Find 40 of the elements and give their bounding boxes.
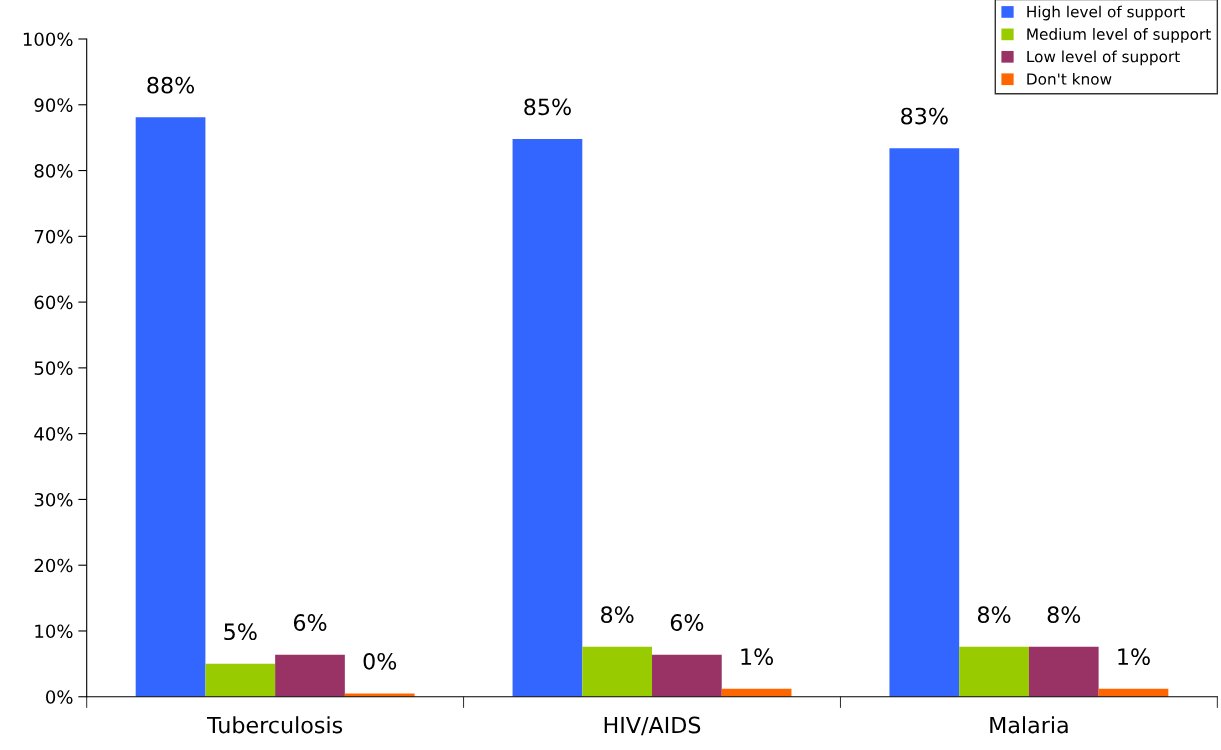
data-label: 6% <box>293 614 327 631</box>
y-tick-label: 90% <box>34 98 73 112</box>
y-tick-label: 30% <box>34 492 73 507</box>
data-label: 88% <box>147 76 195 94</box>
data-label: 0% <box>363 652 397 670</box>
data-label: 8% <box>1047 606 1081 624</box>
x-tick-label: Malaria <box>990 716 1068 734</box>
y-tick-label: 60% <box>34 295 73 310</box>
bar <box>205 663 276 697</box>
data-label: 1% <box>741 648 773 666</box>
bar <box>344 693 415 697</box>
y-tick-label: 80% <box>34 164 73 178</box>
data-label: 8% <box>977 606 1011 624</box>
bar <box>582 646 653 697</box>
y-tick-label: 0% <box>46 690 73 704</box>
bar <box>959 646 1029 697</box>
x-tick-label: HIV/AIDS <box>604 716 701 736</box>
y-tick-label: 10% <box>35 624 73 639</box>
y-tick-label: 50% <box>34 361 73 375</box>
bar <box>652 654 722 697</box>
bar <box>512 138 583 697</box>
y-tick-label: 40% <box>34 427 73 441</box>
data-label: 1% <box>1118 648 1150 666</box>
legend-label: Medium level of support <box>1027 28 1211 43</box>
legend-label: Don't know <box>1027 72 1112 85</box>
y-tick-label: 20% <box>34 558 73 573</box>
y-tick-label: 70% <box>34 229 73 244</box>
y-tick-label: 100% <box>23 32 73 47</box>
data-label: 5% <box>224 623 257 641</box>
bar <box>135 117 206 697</box>
legend-label: High level of support <box>1027 5 1185 21</box>
bar <box>275 654 345 697</box>
data-label: 6% <box>670 614 704 631</box>
legend-label: Low level of support <box>1027 50 1180 66</box>
bar <box>1028 646 1099 697</box>
data-label: 83% <box>901 107 948 125</box>
data-label: 85% <box>524 98 571 116</box>
data-label: 8% <box>601 606 634 624</box>
x-tick-label: Tuberculosis <box>207 716 343 734</box>
bar <box>889 148 960 697</box>
